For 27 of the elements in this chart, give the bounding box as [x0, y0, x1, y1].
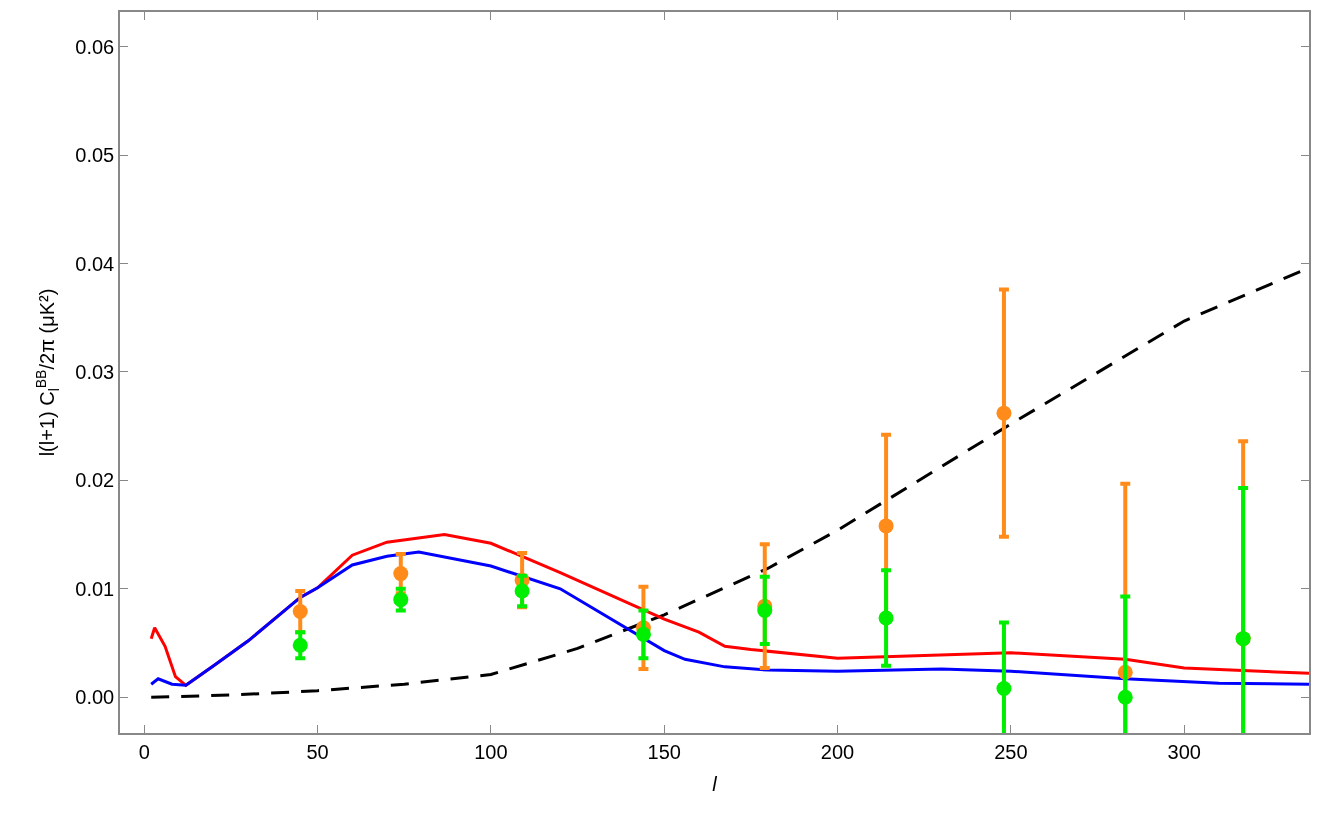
y-tick-label: 0.05 [75, 144, 115, 167]
point [1117, 689, 1133, 705]
y-tick-label: 0.06 [75, 35, 115, 58]
x-tick-label: 150 [647, 740, 681, 763]
x-tick-label: 50 [306, 740, 329, 763]
x-tick-label: 0 [138, 740, 150, 763]
y-tick-label: 0.04 [75, 252, 115, 275]
x-tick-label: 200 [820, 740, 855, 763]
x-tick-label: 100 [474, 740, 508, 763]
point [878, 610, 894, 626]
y-tick-label: 0.01 [75, 577, 115, 600]
x-tick-label: 250 [994, 740, 1028, 763]
y-tick-label: 0.00 [75, 686, 115, 709]
point [393, 592, 409, 608]
point [292, 604, 308, 620]
point [878, 518, 894, 534]
point [757, 602, 773, 618]
point [292, 637, 308, 653]
point [393, 566, 409, 582]
point [635, 626, 651, 642]
point [514, 583, 530, 599]
y-tick-label: 0.02 [75, 469, 115, 492]
x-tick-label: 300 [1167, 740, 1201, 763]
x-axis-title: l [712, 772, 718, 795]
point [996, 681, 1012, 697]
y-tick-label: 0.03 [75, 360, 115, 383]
point [996, 405, 1012, 421]
